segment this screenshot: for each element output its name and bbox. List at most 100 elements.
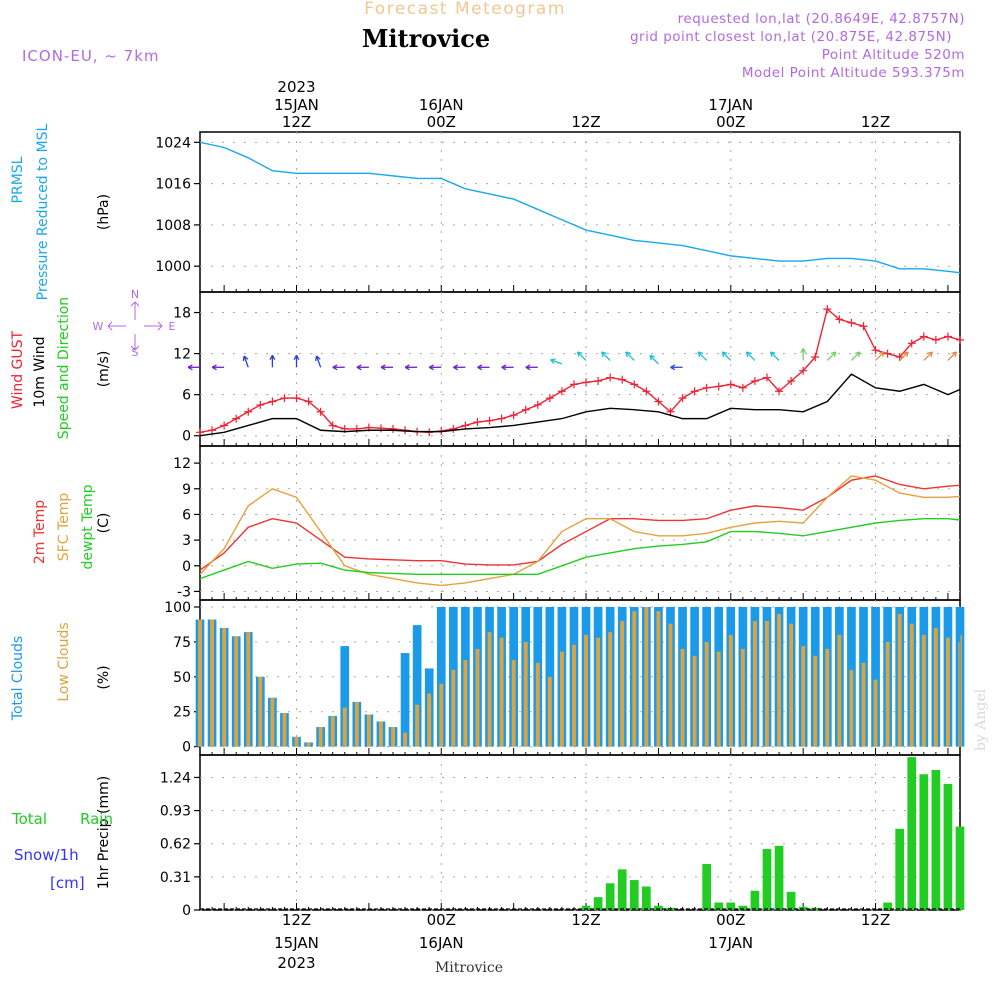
- total-cloud-bar: [436, 606, 446, 747]
- low-cloud-bar: [740, 648, 745, 747]
- gust-marker: [678, 394, 687, 403]
- wind-arrow: [745, 351, 756, 361]
- low-cloud-bar: [837, 634, 842, 747]
- precip-bar: [654, 905, 663, 910]
- gust-marker: [750, 376, 759, 385]
- gust-marker: [256, 400, 265, 409]
- gust-marker: [509, 411, 518, 420]
- y-tick-label: 25: [173, 705, 191, 721]
- low-cloud-bar: [475, 648, 480, 747]
- y-tick-label: 1.24: [160, 770, 191, 786]
- gust-marker: [521, 405, 530, 414]
- low-cloud-bar: [668, 623, 673, 747]
- precip-bar: [943, 783, 953, 910]
- low-cloud-bar: [656, 611, 661, 747]
- wind-arrow-head: [697, 351, 704, 357]
- gust-marker: [606, 373, 615, 382]
- low-cloud-bar: [777, 613, 782, 747]
- gust-marker: [545, 394, 554, 403]
- compass-arrows: [107, 301, 163, 351]
- low-cloud-bar: [716, 651, 721, 747]
- gust-marker: [208, 426, 217, 435]
- low-cloud-bar: [680, 648, 685, 747]
- wind-arrow: [770, 351, 780, 361]
- gust-marker: [907, 339, 916, 348]
- legend-prmsl: PRMSL: [10, 156, 26, 203]
- precip-bar: [738, 905, 748, 910]
- series-line-sfc-temp: [200, 475, 960, 587]
- top-time-label: 12Z: [282, 113, 311, 131]
- wind-arrow-head: [428, 364, 434, 371]
- wind-arrow-head: [649, 354, 655, 361]
- low-cloud-bar: [692, 655, 697, 747]
- low-cloud-bar: [933, 627, 938, 747]
- bottom-time-label: 00Z: [716, 911, 745, 929]
- wind-arrow: [243, 355, 249, 368]
- wind-arrow-head: [293, 354, 300, 360]
- clouds-panel: 0 25 50 75 100: [164, 599, 965, 756]
- gust-marker: [762, 373, 771, 382]
- wind-arrow-head: [242, 355, 249, 362]
- wind-arrow-head: [356, 364, 362, 371]
- wind-arrow: [850, 351, 861, 361]
- wind-arrow-head: [550, 358, 556, 364]
- compass-rose-icon: N W E S: [93, 288, 176, 359]
- low-cloud-bar: [210, 619, 215, 747]
- total-cloud-bar: [412, 625, 422, 747]
- top-time-label: 12Z: [571, 113, 600, 131]
- low-cloud-bar: [765, 620, 769, 747]
- wind-arrow-head: [477, 364, 483, 371]
- y-tick-label: 100: [164, 600, 191, 616]
- low-cloud-bar: [403, 732, 408, 747]
- gust-marker: [569, 380, 578, 389]
- low-cloud-bar: [789, 623, 794, 747]
- wind-arrow-head: [721, 351, 728, 357]
- gust-marker: [485, 416, 494, 425]
- precip-bar: [750, 890, 760, 910]
- top-time-label: 12Z: [861, 113, 890, 131]
- legend-speed-direction: Speed and Direction: [56, 297, 72, 439]
- low-cloud-bar: [354, 701, 359, 747]
- wind-arrow: [923, 351, 933, 361]
- pressure-ylabel: (hPa): [96, 194, 112, 230]
- low-cloud-bar: [378, 721, 383, 747]
- gust-marker: [714, 382, 723, 391]
- model-label: ICON-EU, ~ 7km: [22, 47, 160, 65]
- top-time-label: 00Z: [427, 113, 456, 131]
- bottom-time-label: 12Z: [571, 911, 600, 929]
- low-cloud-bar: [306, 742, 311, 747]
- low-cloud-bar: [391, 727, 395, 747]
- wind-arrow: [601, 351, 611, 361]
- y-tick-label: 9: [182, 482, 191, 498]
- clouds-ylabel: (%): [96, 665, 112, 689]
- gust-marker: [943, 332, 952, 341]
- legend-dewpt-temp: dewpt Temp: [80, 484, 96, 569]
- gust-marker: [557, 387, 566, 396]
- bottom-time-label: 12Z: [861, 911, 890, 929]
- model-point-altitude: Model Point Altitude 593.375m: [742, 65, 965, 81]
- gust-marker: [533, 400, 542, 409]
- low-cloud-bar: [487, 632, 492, 747]
- gust-marker: [618, 375, 627, 384]
- y-tick-label: 0: [182, 740, 191, 756]
- footer-location: Mitrovice: [435, 960, 503, 976]
- precip-bar: [798, 906, 808, 910]
- wind-arrow-head: [854, 351, 861, 357]
- precip-bar: [605, 883, 615, 910]
- subtitle-text: Forecast Meteogram: [364, 0, 566, 19]
- gust-marker: [919, 332, 928, 341]
- low-cloud-bar: [547, 676, 552, 747]
- precip-bar: [581, 905, 591, 910]
- low-cloud-bar: [523, 641, 528, 747]
- gust-marker: [630, 380, 639, 389]
- wind-arrow: [577, 351, 587, 361]
- wind-arrow-head: [315, 355, 321, 362]
- low-cloud-bar: [897, 613, 902, 747]
- time-axes: 12Z12Z15JAN15JAN2023202300Z00Z16JAN16JAN…: [274, 78, 890, 972]
- wind-arrow-head: [745, 351, 752, 357]
- gust-marker: [931, 335, 940, 344]
- precip-bar: [774, 845, 784, 910]
- precip-bar: [642, 886, 651, 910]
- wind-arrow-head: [601, 351, 607, 357]
- gust-marker: [859, 322, 868, 331]
